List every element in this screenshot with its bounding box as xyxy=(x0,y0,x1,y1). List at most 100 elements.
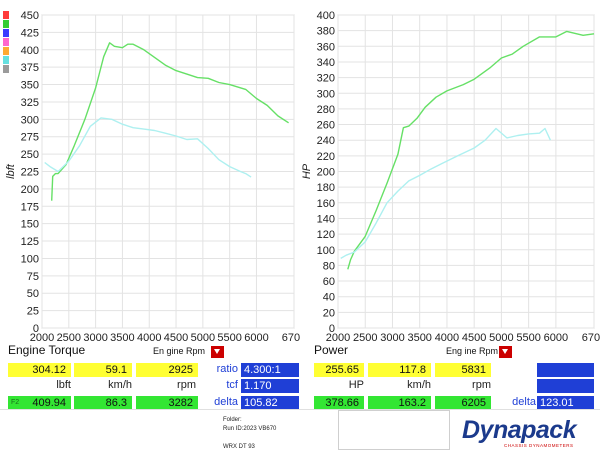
power-ratio-box xyxy=(537,363,594,377)
torque-ytick-label: 25 xyxy=(27,306,39,318)
power-unit-hp: HP xyxy=(348,379,364,391)
run-swatch-5[interactable] xyxy=(3,56,9,64)
torque-ytick-label: 225 xyxy=(21,167,39,179)
torque-ytick-label: 200 xyxy=(21,184,39,196)
power-ytick-label: 220 xyxy=(317,151,335,163)
power-peak-rpm-cell: 6205 xyxy=(435,396,491,410)
power-ytick-label: 20 xyxy=(323,307,335,319)
torque-xtick-label: 2500 xyxy=(57,332,81,344)
power-ytick-label: 340 xyxy=(317,57,335,69)
power-dropdown-icon[interactable] xyxy=(499,346,512,358)
power-ytick-label: 120 xyxy=(317,229,335,241)
power-chart: 0 20 40 60 80 100 120 140 160 180 200 220 240 260 280 3… xyxy=(301,10,600,344)
torque-peak-speed-cell: 86.3 xyxy=(74,396,132,410)
logo-subtitle: CHASSIS DYNAMOMETERS xyxy=(504,443,574,448)
power-panel-title: Power xyxy=(314,343,349,357)
power-unit-rpm: rpm xyxy=(472,379,491,391)
torque-xtick-label: 5000 xyxy=(191,332,215,344)
torque-xtick-label: 3500 xyxy=(110,332,134,344)
power-xtick-label: 4000 xyxy=(435,332,459,344)
power-xtick-label: 3500 xyxy=(407,332,431,344)
power-xtick-label: 4500 xyxy=(462,332,486,344)
torque-ylabel: lbft xyxy=(5,163,17,179)
torque-xtick-label: 6700 xyxy=(282,332,300,344)
power-speed-cell: 117.8 xyxy=(368,363,431,377)
run-swatch-2[interactable] xyxy=(3,29,9,37)
power-ytick-label: 180 xyxy=(317,182,335,194)
torque-ytick-label: 250 xyxy=(21,149,39,161)
torque-unit-lbft: lbft xyxy=(56,379,71,391)
notes-box[interactable] xyxy=(338,410,450,450)
torque-ytick-label: 325 xyxy=(21,97,39,109)
power-ytick-label: 240 xyxy=(317,135,335,147)
run-tag: F2 xyxy=(11,399,20,406)
torque-speed-cell: 59.1 xyxy=(74,363,132,377)
power-series-line-0 xyxy=(347,30,595,270)
power-unit-kmh: km/h xyxy=(407,379,431,391)
torque-rpm-cell: 2925 xyxy=(136,363,198,377)
folder-label: Folder: xyxy=(223,417,242,423)
torque-peak-rpm-cell: 3282 xyxy=(136,396,198,410)
torque-ytick-label: 300 xyxy=(21,114,39,126)
power-ytick-label: 400 xyxy=(317,10,335,22)
torque-unit-rpm: rpm xyxy=(177,379,196,391)
power-value-cell: 255.65 xyxy=(314,363,364,377)
power-ytick-label: 380 xyxy=(317,26,335,38)
power-ytick-label: 300 xyxy=(317,88,335,100)
power-peak-speed-cell: 163.2 xyxy=(368,396,431,410)
torque-ytick-label: 375 xyxy=(21,62,39,74)
run-swatch-6[interactable] xyxy=(3,65,9,73)
power-ylabel: HP xyxy=(301,163,313,179)
tcf-label: tcf xyxy=(226,379,238,391)
tcf-value[interactable]: 1.170 xyxy=(241,379,299,393)
torque-series-line-1 xyxy=(44,117,252,178)
power-ytick-label: 360 xyxy=(317,41,335,53)
torque-peak-value: 409.94 xyxy=(32,397,66,409)
power-ytick-label: 80 xyxy=(323,260,335,272)
power-xtick-label: 3000 xyxy=(380,332,404,344)
torque-delta-label: delta xyxy=(214,396,238,408)
power-ytick-label: 160 xyxy=(317,198,335,210)
dynapack-logo: Dynapack xyxy=(462,416,577,444)
power-ytick-label: 280 xyxy=(317,104,335,116)
power-xtick-label: 5000 xyxy=(489,332,513,344)
power-ytick-label: 140 xyxy=(317,213,335,225)
power-tcf-box xyxy=(537,379,594,393)
footer-divider xyxy=(0,409,600,410)
torque-ytick-label: 125 xyxy=(21,236,39,248)
torque-ytick-label: 75 xyxy=(27,271,39,283)
ratio-value[interactable]: 4.300:1 xyxy=(241,363,299,377)
run-swatch-1[interactable] xyxy=(3,20,9,28)
torque-xtick-label: 4000 xyxy=(137,332,161,344)
run-swatch-3[interactable] xyxy=(3,38,9,46)
power-ytick-label: 100 xyxy=(317,245,335,257)
torque-value-cell: 304.12 xyxy=(8,363,71,377)
torque-ytick-label: 275 xyxy=(21,132,39,144)
run-swatch-0[interactable] xyxy=(3,11,9,19)
torque-rpm-label: En gine Rpm xyxy=(153,346,206,356)
power-xtick-label: 6000 xyxy=(544,332,568,344)
power-xtick-label: 6700 xyxy=(582,332,600,344)
torque-xtick-label: 5500 xyxy=(217,332,241,344)
power-ytick-label: 200 xyxy=(317,167,335,179)
torque-ytick-label: 50 xyxy=(27,288,39,300)
torque-dropdown-icon[interactable] xyxy=(211,346,224,358)
torque-ytick-label: 0 xyxy=(33,323,39,335)
power-xtick-label: 5500 xyxy=(516,332,540,344)
power-rpm-label: Eng ine Rpm xyxy=(446,346,499,356)
torque-ytick-label: 150 xyxy=(21,219,39,231)
power-peak-cell: 378.66 xyxy=(314,396,364,410)
power-ytick-label: 260 xyxy=(317,120,335,132)
torque-xtick-label: 2000 xyxy=(30,332,54,344)
torque-chart: 0 25 50 75 100 125 150 175 200 225 250 275 300 325 350… xyxy=(5,10,300,344)
power-xtick-label: 2500 xyxy=(353,332,377,344)
torque-ytick-label: 100 xyxy=(21,253,39,265)
run-swatch-4[interactable] xyxy=(3,47,9,55)
car-name: WRX DT 93 xyxy=(223,444,255,450)
power-xtick-label: 2000 xyxy=(326,332,350,344)
torque-ytick-label: 350 xyxy=(21,80,39,92)
torque-series-line-0 xyxy=(51,42,289,201)
torque-panel-title: Engine Torque xyxy=(8,343,86,357)
torque-ytick-label: 400 xyxy=(21,45,39,57)
torque-unit-kmh: km/h xyxy=(108,379,132,391)
